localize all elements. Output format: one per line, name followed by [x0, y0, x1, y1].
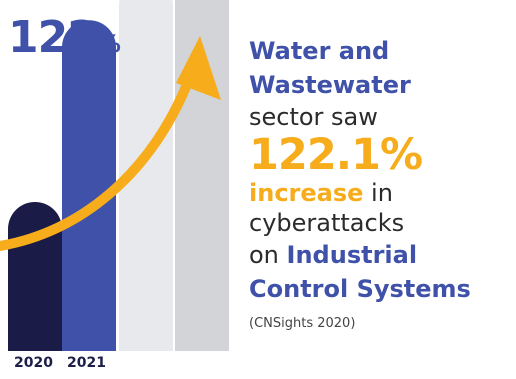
text-line-3: sector saw: [249, 103, 378, 131]
bar-2021: [62, 20, 116, 351]
increase-word: increase: [249, 179, 364, 207]
industrial-word: Industrial: [286, 241, 418, 269]
tick-label-2021: 2021: [67, 355, 106, 371]
stat-value: 122.1%: [249, 130, 423, 180]
text-line-8: Control Systems: [249, 275, 471, 303]
headline-percentage: 122%: [8, 12, 121, 63]
bar-series-3: [119, 0, 173, 351]
tick-label-2020: 2020: [14, 355, 53, 371]
text-line-6: cyberattacks: [249, 209, 405, 237]
source-citation: (CNSights 2020): [249, 316, 356, 331]
growth-arrow-icon: [0, 36, 221, 251]
headline-number: 122: [8, 12, 98, 63]
text-line-1: Water and: [249, 37, 390, 65]
in-word: in: [363, 179, 393, 207]
text-line-2: Wastewater: [249, 71, 411, 99]
on-word: on: [249, 241, 287, 269]
headline-percent-symbol: %: [96, 30, 121, 58]
statistic-text: Water and Wastewater sector saw 122.1% i…: [249, 34, 514, 331]
